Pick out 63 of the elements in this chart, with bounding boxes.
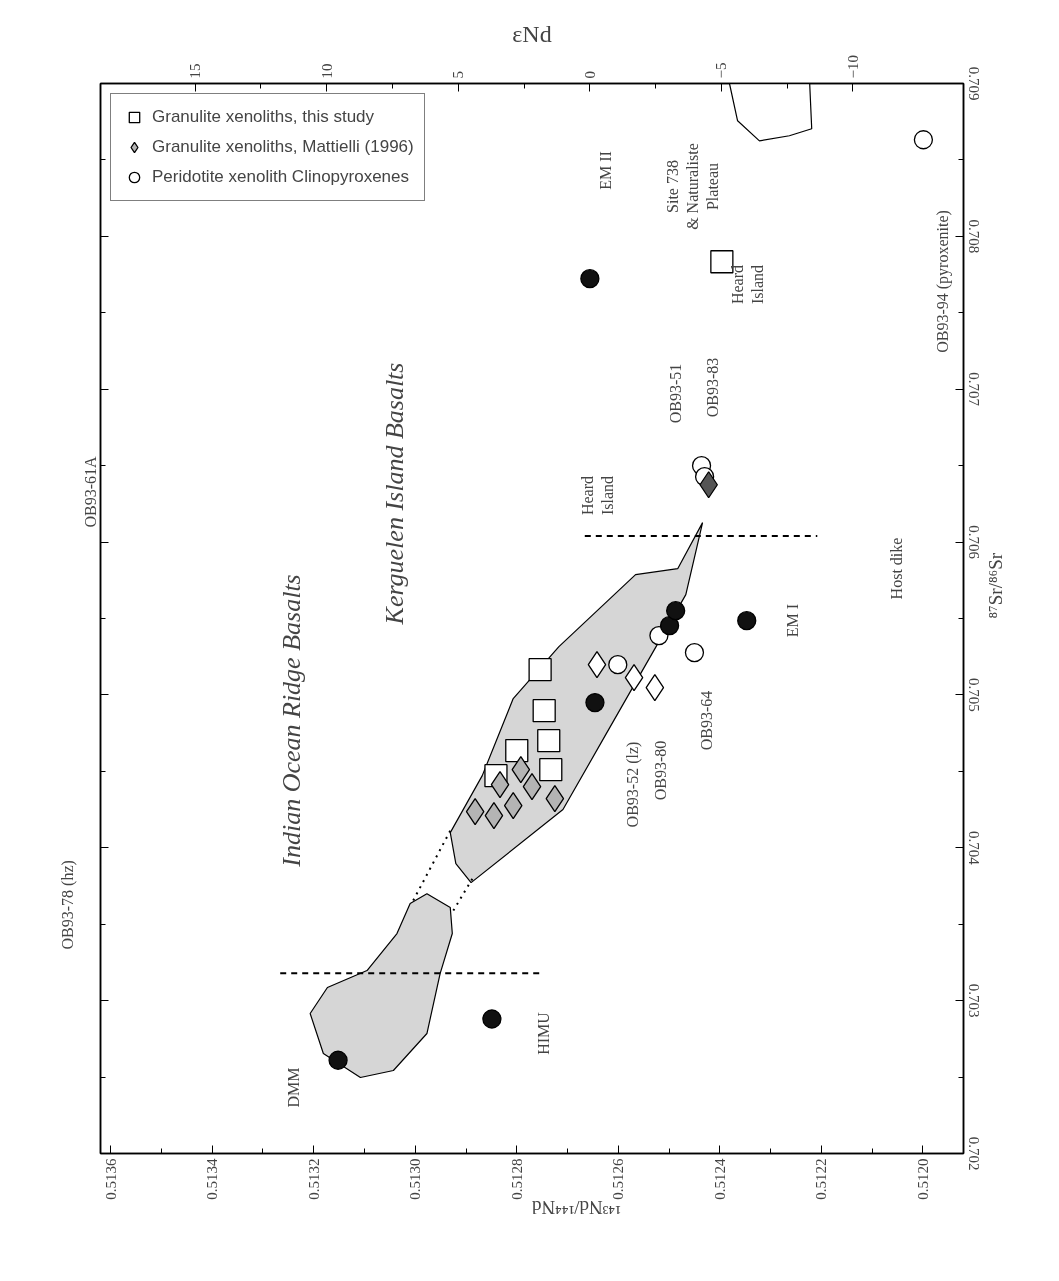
- annotation: OB93-80: [652, 740, 669, 801]
- point: [511, 756, 531, 784]
- annotation: OB93-51: [667, 363, 684, 424]
- y-tick-label: 0.704: [965, 830, 982, 866]
- annotation: OB93-64: [698, 690, 715, 751]
- point: [666, 601, 686, 621]
- x-tick-label: 0.5120: [914, 1158, 931, 1200]
- y-tick-label: 0.702: [965, 1136, 982, 1171]
- point: [608, 655, 628, 675]
- point: [585, 692, 605, 713]
- y-axis-title: ⁸⁷Sr/⁸⁶Sr: [985, 552, 1006, 619]
- point: [537, 728, 561, 753]
- point: [587, 651, 607, 679]
- point: [624, 664, 644, 692]
- point: [505, 738, 529, 763]
- x2-tick-label: 5: [450, 71, 467, 79]
- y-tick-label: 0.703: [965, 983, 982, 1018]
- point: [580, 269, 600, 289]
- annotation: Site 738 & Naturaliste Plateau: [663, 143, 722, 230]
- annotation: Heard Island: [578, 475, 617, 516]
- x-tick-label: 0.5132: [305, 1158, 322, 1200]
- annotation: EM I: [784, 603, 801, 638]
- x-tick-label: 0.5130: [407, 1158, 424, 1200]
- point: [528, 658, 552, 682]
- annotation: OB93-52 (lz): [624, 741, 642, 828]
- legend-label: Granulite xenoliths, this study: [152, 107, 375, 127]
- annotation: OB93-94 (pyroxenite): [934, 210, 952, 353]
- y-tick-label: 0.705: [965, 678, 982, 712]
- point: [539, 758, 563, 782]
- x2-tick-label: −5: [713, 62, 730, 79]
- annotation: Host dike: [888, 537, 905, 600]
- y-tick-label: 0.707: [965, 372, 982, 407]
- point: [490, 771, 510, 799]
- x-tick-label: 0.5136: [102, 1158, 119, 1200]
- annotation: Kerguelen Island Basalts: [380, 362, 409, 626]
- annotation: Indian Ocean Ridge Basalts: [277, 574, 306, 868]
- x2-tick-label: 0: [581, 71, 598, 79]
- point: [737, 611, 757, 631]
- text: OB93-78 (hz): [58, 860, 77, 950]
- y-tick-label: 0.708: [965, 219, 982, 254]
- point: [532, 699, 556, 723]
- point: [328, 1050, 348, 1070]
- point: [659, 616, 680, 636]
- annotation: DMM: [285, 1067, 302, 1108]
- annotation: HIMU: [535, 1011, 552, 1055]
- x-tick-label: 0.5128: [508, 1158, 525, 1200]
- x-tick-label: 0.5126: [610, 1158, 627, 1200]
- legend-label: Granulite xenoliths, Mattielli (1996): [152, 137, 414, 157]
- x-tick-label: 0.5122: [813, 1158, 830, 1200]
- annotation: EM II: [597, 151, 614, 190]
- x-tick-label: 0.5134: [204, 1158, 221, 1200]
- x2-tick-label: −10: [844, 55, 861, 79]
- legend-label: Peridotite xenolith Clinopyroxenes: [152, 167, 410, 187]
- y-tick-label: 0.706: [965, 525, 982, 560]
- annotation: OB93-83: [704, 357, 721, 418]
- x2-axis-title: εNd: [512, 21, 552, 48]
- x2-tick-label: 15: [187, 63, 204, 79]
- y-tick-label: 0.709: [965, 66, 982, 101]
- point: [482, 1009, 502, 1029]
- x2-tick-label: 10: [318, 63, 335, 79]
- x-tick-label: 0.5124: [711, 1158, 728, 1200]
- annotation: Heard Island: [728, 264, 767, 305]
- text: OB93-61A: [81, 455, 99, 528]
